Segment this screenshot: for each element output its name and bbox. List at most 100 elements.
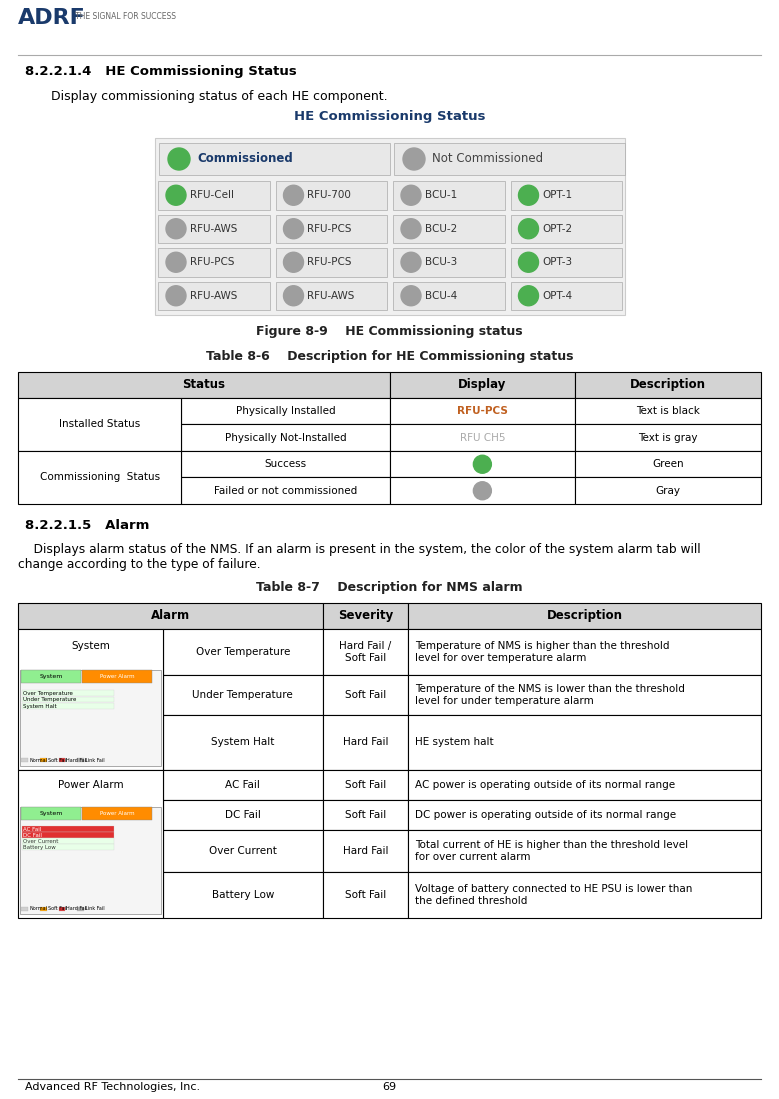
Circle shape: [284, 186, 304, 206]
Bar: [58, 907, 65, 911]
Bar: [323, 603, 408, 629]
Circle shape: [519, 186, 538, 206]
Bar: [408, 675, 761, 715]
Text: RFU-PCS: RFU-PCS: [308, 257, 352, 267]
Bar: [393, 181, 505, 210]
Text: Installed Status: Installed Status: [59, 420, 140, 430]
Bar: [22, 758, 28, 763]
Circle shape: [401, 219, 421, 238]
Bar: [22, 703, 114, 709]
Text: Commissioning  Status: Commissioning Status: [40, 473, 160, 482]
Bar: [18, 371, 389, 398]
Text: Figure 8-9    HE Commissioning status: Figure 8-9 HE Commissioning status: [256, 325, 523, 338]
Bar: [155, 138, 625, 315]
Circle shape: [166, 219, 186, 238]
Text: Voltage of battery connected to HE PSU is lower than
the defined threshold: Voltage of battery connected to HE PSU i…: [415, 885, 693, 906]
Bar: [408, 629, 761, 675]
Bar: [510, 281, 622, 310]
Text: Soft Fail: Soft Fail: [345, 890, 386, 900]
Text: BCU-1: BCU-1: [425, 190, 457, 200]
Bar: [408, 715, 761, 770]
Text: Displays alarm status of the NMS. If an alarm is present in the system, the colo: Displays alarm status of the NMS. If an …: [18, 543, 700, 571]
Circle shape: [284, 253, 304, 273]
Text: 69: 69: [382, 1083, 397, 1092]
Bar: [58, 758, 65, 763]
Bar: [390, 451, 575, 477]
Bar: [323, 830, 408, 872]
Bar: [276, 214, 387, 243]
Bar: [408, 872, 761, 918]
Text: Hard Fail: Hard Fail: [66, 758, 88, 763]
Bar: [18, 398, 182, 451]
Text: Hard Fail /
Soft Fail: Hard Fail / Soft Fail: [339, 641, 392, 663]
Circle shape: [401, 286, 421, 306]
Bar: [390, 424, 575, 451]
Bar: [158, 214, 270, 243]
Text: OPT-1: OPT-1: [542, 190, 573, 200]
Bar: [182, 398, 390, 424]
Bar: [163, 872, 323, 918]
Bar: [158, 248, 270, 277]
Bar: [18, 451, 182, 504]
Bar: [163, 675, 323, 715]
Circle shape: [401, 253, 421, 273]
Text: RFU-PCS: RFU-PCS: [308, 224, 352, 234]
Circle shape: [474, 481, 492, 500]
Bar: [22, 690, 114, 696]
Text: Normal: Normal: [30, 758, 48, 763]
Text: Green: Green: [652, 459, 684, 469]
Text: Over Temperature: Over Temperature: [196, 647, 290, 657]
Text: Commissioned: Commissioned: [197, 153, 293, 166]
Text: Over Current: Over Current: [23, 839, 58, 844]
Text: Power Alarm: Power Alarm: [58, 780, 123, 790]
Text: Total current of HE is higher than the threshold level
for over current alarm: Total current of HE is higher than the t…: [415, 841, 688, 862]
Text: Alarm: Alarm: [151, 610, 190, 622]
Bar: [163, 715, 323, 770]
Bar: [323, 800, 408, 830]
Bar: [158, 281, 270, 310]
Text: Temperature of NMS is higher than the threshold
level for over temperature alarm: Temperature of NMS is higher than the th…: [415, 641, 670, 663]
Text: HE system halt: HE system halt: [415, 737, 494, 747]
Bar: [323, 770, 408, 800]
Text: BCU-3: BCU-3: [425, 257, 457, 267]
Text: RFU-Cell: RFU-Cell: [190, 190, 234, 200]
Text: Link Fail: Link Fail: [85, 907, 104, 911]
Text: DC Fail: DC Fail: [23, 833, 42, 837]
Bar: [390, 477, 575, 504]
Text: RFU-AWS: RFU-AWS: [308, 291, 355, 301]
Bar: [182, 477, 390, 504]
Text: Table 8-6    Description for HE Commissioning status: Table 8-6 Description for HE Commissioni…: [206, 349, 573, 363]
Bar: [393, 214, 505, 243]
Text: Text is black: Text is black: [636, 407, 700, 417]
Bar: [163, 770, 323, 800]
Bar: [82, 670, 152, 684]
Text: OPT-3: OPT-3: [542, 257, 573, 267]
Bar: [22, 808, 81, 821]
Bar: [408, 603, 761, 629]
Text: System: System: [71, 641, 110, 651]
Bar: [182, 451, 390, 477]
Bar: [22, 826, 114, 832]
Bar: [394, 143, 625, 175]
Circle shape: [166, 186, 186, 206]
Text: Hard Fail: Hard Fail: [343, 846, 388, 856]
Bar: [163, 800, 323, 830]
Text: Gray: Gray: [656, 486, 681, 496]
Circle shape: [284, 286, 304, 306]
Text: Severity: Severity: [338, 610, 393, 622]
Bar: [575, 477, 761, 504]
Text: RFU-700: RFU-700: [308, 190, 351, 200]
Bar: [393, 281, 505, 310]
Text: Hard Fail: Hard Fail: [343, 737, 388, 747]
Bar: [390, 371, 575, 398]
Bar: [390, 398, 575, 424]
Bar: [408, 800, 761, 830]
Text: Physically Not-Installed: Physically Not-Installed: [224, 433, 347, 443]
Bar: [20, 670, 161, 766]
Text: RFU-AWS: RFU-AWS: [190, 291, 238, 301]
Text: Under Temperature: Under Temperature: [23, 697, 76, 702]
Bar: [408, 770, 761, 800]
Text: Display commissioning status of each HE component.: Display commissioning status of each HE …: [35, 90, 388, 103]
Bar: [276, 281, 387, 310]
Text: Soft Fail: Soft Fail: [48, 758, 67, 763]
